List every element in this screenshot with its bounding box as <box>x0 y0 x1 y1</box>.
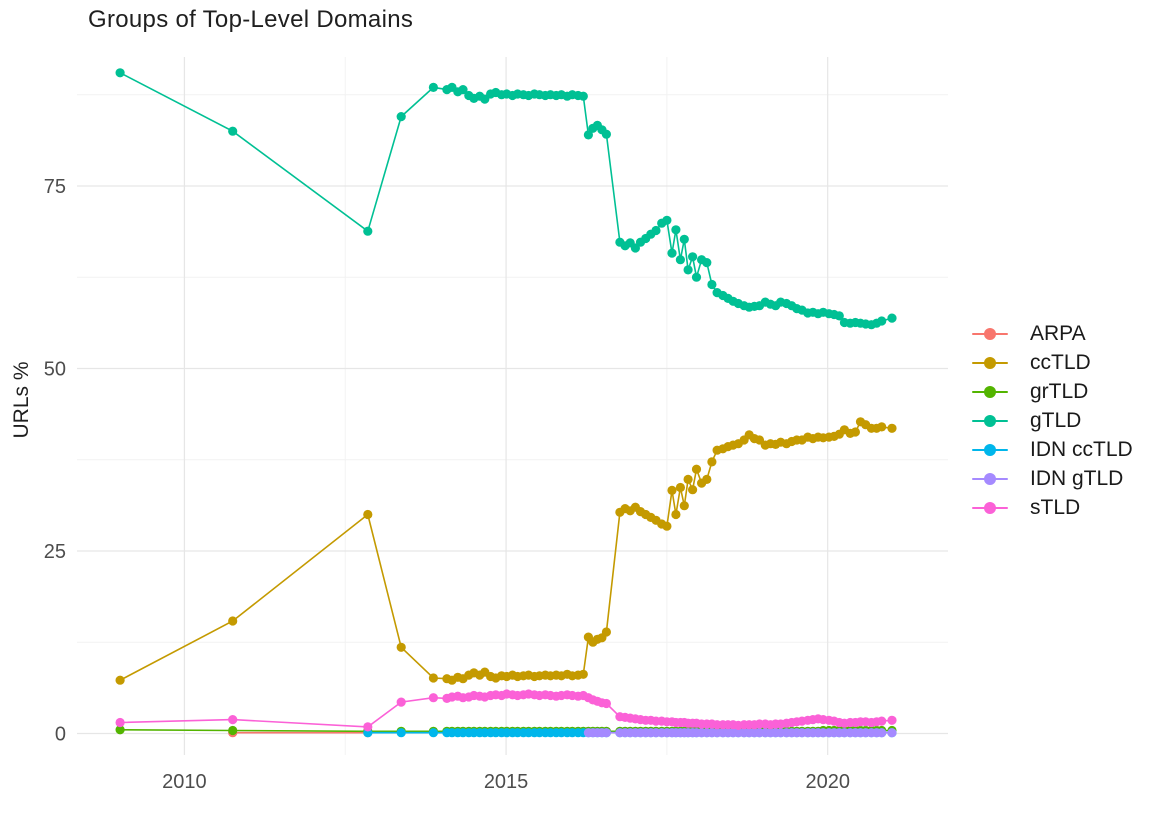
data-point <box>683 474 693 484</box>
legend-item-idn-gtld: IDN gTLD <box>970 464 1133 493</box>
legend-item-stld: sTLD <box>970 493 1133 522</box>
data-point <box>688 252 698 262</box>
legend-key-icon <box>970 472 1010 486</box>
x-tick-label: 2015 <box>484 771 529 793</box>
data-point <box>428 728 438 738</box>
data-point <box>887 728 897 738</box>
data-point <box>675 255 686 265</box>
data-point <box>887 423 897 433</box>
data-point <box>458 85 468 95</box>
series-cctld <box>115 417 897 685</box>
data-point <box>583 130 594 140</box>
data-point <box>679 501 689 511</box>
legend-label: IDN ccTLD <box>1030 437 1133 461</box>
legend-item-arpa: ARPA <box>970 319 1133 348</box>
axis-tick-labels: 0 25 50 75 2010 2015 2020 <box>44 176 850 793</box>
data-point <box>667 485 677 495</box>
legend-item-grtld: grTLD <box>970 377 1133 406</box>
data-point <box>877 316 887 326</box>
legend: ARPA ccTLD grTLD gTLD IDN ccTLD IDN gTLD sTLD <box>970 319 1133 522</box>
x-tick-label: 2010 <box>162 771 207 793</box>
legend-label: IDN gTLD <box>1030 466 1124 490</box>
legend-label: ccTLD <box>1030 350 1091 374</box>
legend-key-icon <box>970 443 1010 457</box>
x-tick-label: 2020 <box>805 771 850 793</box>
legend-key-icon <box>970 501 1010 515</box>
data-point <box>363 226 373 236</box>
data-point <box>675 482 686 493</box>
legend-label: gTLD <box>1030 408 1082 432</box>
series-stld <box>115 689 897 732</box>
gridlines-minor <box>77 57 948 755</box>
legend-label: ARPA <box>1030 321 1086 345</box>
series-idn-gtld <box>583 728 897 738</box>
chart-title: Groups of Top-Level Domains <box>88 6 414 33</box>
data-point <box>671 509 681 520</box>
data-point <box>651 225 661 236</box>
legend-item-gtld: gTLD <box>970 406 1133 435</box>
data-point <box>228 616 238 626</box>
data-point <box>662 215 672 225</box>
data-point <box>688 485 698 495</box>
data-point <box>707 279 717 290</box>
y-axis-title: URLs % <box>10 361 33 439</box>
data-point <box>428 693 438 703</box>
data-point <box>877 716 887 726</box>
legend-label: grTLD <box>1030 379 1089 403</box>
data-point <box>702 474 712 484</box>
series-arpa <box>228 728 373 738</box>
legend-item-cctld: ccTLD <box>970 348 1133 377</box>
legend-key-icon <box>970 356 1010 370</box>
data-point <box>667 248 677 258</box>
data-point <box>691 464 702 474</box>
data-point <box>601 129 612 139</box>
y-tick-label: 75 <box>44 176 66 198</box>
data-point <box>115 725 125 735</box>
data-point <box>363 509 373 520</box>
data-point <box>887 715 897 725</box>
data-point <box>691 272 702 282</box>
y-tick-label: 50 <box>44 358 66 380</box>
data-point <box>428 82 438 92</box>
legend-item-idn-cctld: IDN ccTLD <box>970 435 1133 464</box>
data-point <box>228 715 238 725</box>
data-point <box>601 728 612 738</box>
data-point <box>115 675 125 685</box>
data-point <box>877 728 887 738</box>
data-point <box>578 91 588 101</box>
data-point <box>396 728 406 738</box>
data-point <box>662 521 672 531</box>
data-point <box>601 698 612 709</box>
data-point <box>396 112 406 122</box>
data-point <box>428 673 438 683</box>
data-point <box>834 311 844 321</box>
y-tick-label: 25 <box>44 541 66 563</box>
data-point <box>887 313 897 323</box>
y-tick-label: 0 <box>55 723 66 745</box>
data-point <box>679 234 689 244</box>
legend-key-icon <box>970 385 1010 399</box>
data-point <box>115 68 125 78</box>
data-point <box>702 258 712 268</box>
series-gtld <box>115 68 897 330</box>
data-point <box>396 642 406 652</box>
data-point <box>363 722 373 732</box>
data-point <box>228 725 238 736</box>
data-point <box>671 225 681 235</box>
data-point <box>228 126 238 136</box>
data-point <box>850 427 861 437</box>
data-point <box>396 697 406 707</box>
data-point <box>877 422 887 432</box>
data-point <box>683 265 693 275</box>
legend-label: sTLD <box>1030 495 1081 519</box>
data-point <box>601 627 612 637</box>
legend-key-icon <box>970 414 1010 428</box>
data-point <box>707 457 717 467</box>
legend-key-icon <box>970 327 1010 341</box>
data-point <box>115 717 125 728</box>
data-point <box>578 669 588 679</box>
gridlines-major <box>77 57 948 755</box>
